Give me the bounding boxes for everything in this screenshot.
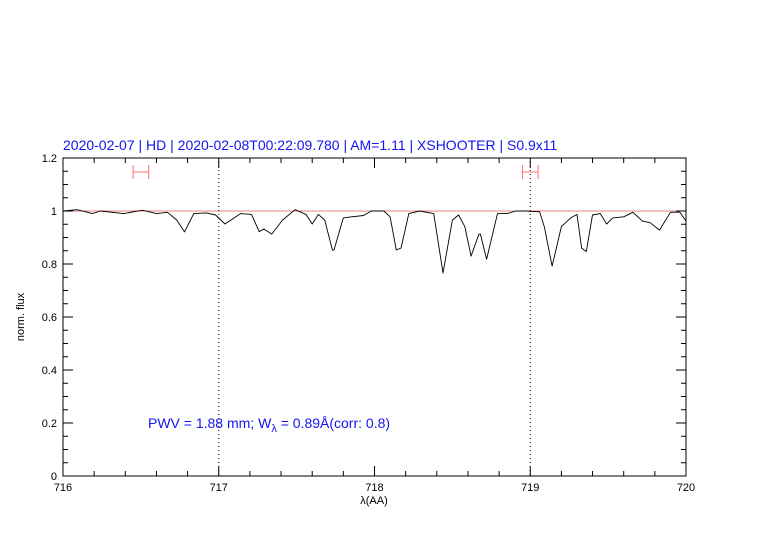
annotation-prefix: PWV = 1.88 mm; W	[148, 415, 272, 431]
annotation-suffix: = 0.89Å(corr: 0.8)	[277, 415, 390, 431]
x-tick-label: 716	[54, 482, 72, 494]
y-tick-label: 1	[51, 206, 57, 218]
chart-title: 2020-02-07 | HD | 2020-02-08T00:22:09.78…	[63, 137, 558, 153]
y-tick-label: 0.2	[42, 418, 57, 430]
y-tick-label: 0.8	[42, 259, 57, 271]
y-tick-label: 0.4	[42, 365, 57, 377]
axis-ticks: 716 717 718 719 720 0 0.2 0.4 0.6 0.8 1 1.2	[42, 153, 695, 494]
x-tick-label: 717	[210, 482, 228, 494]
x-tick-label: 718	[365, 482, 383, 494]
x-tick-label: 719	[521, 482, 539, 494]
spectrum-line	[62, 209, 687, 274]
annotation-subscript: λ	[271, 423, 277, 435]
x-axis-label: λ(AA)	[360, 495, 388, 507]
y-axis-label: norm. flux	[15, 292, 27, 341]
x-tick-label: 720	[677, 482, 695, 494]
y-tick-label: 0	[51, 471, 57, 483]
y-tick-label: 0.6	[42, 312, 57, 324]
y-tick-label: 1.2	[42, 153, 57, 165]
pwv-annotation: PWV = 1.88 mm; Wλ = 0.89Å(corr: 0.8)	[148, 415, 390, 435]
